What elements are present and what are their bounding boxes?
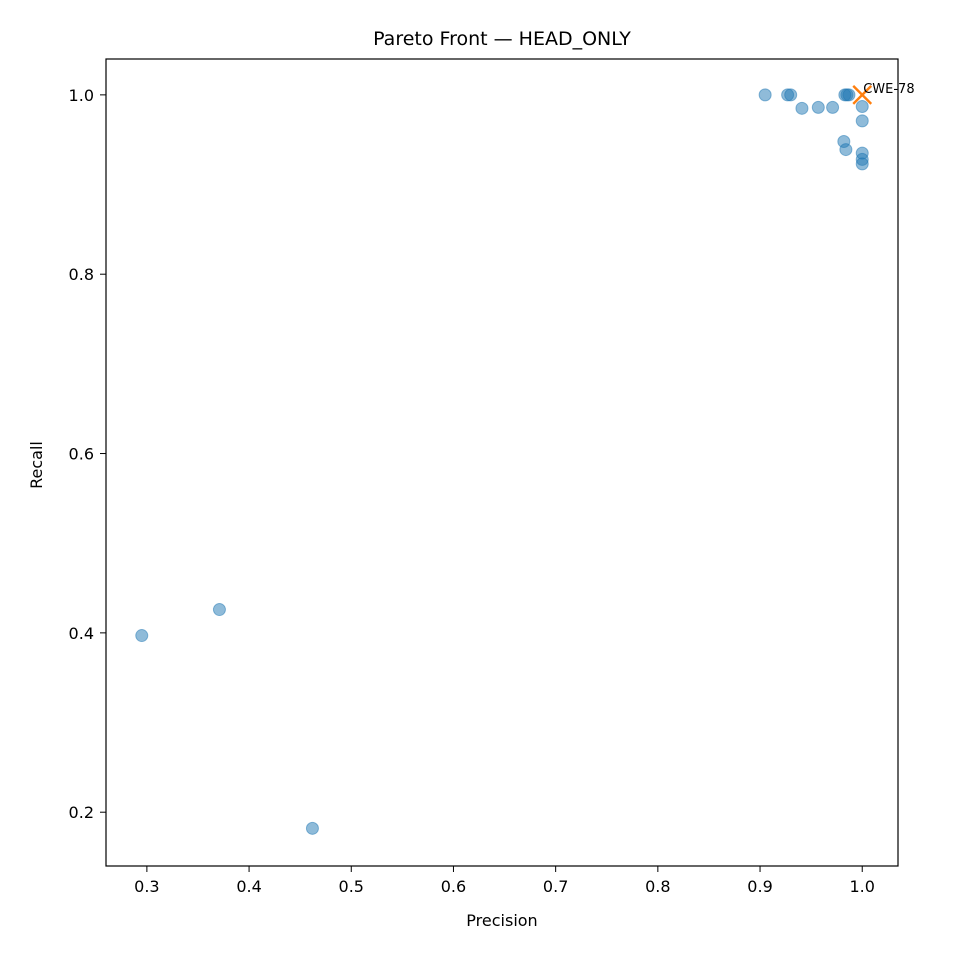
- data-point: [855, 157, 869, 171]
- points-layer: [135, 88, 869, 835]
- plot-area-frame: [105, 58, 899, 867]
- y-tick-label: 0.4: [69, 624, 94, 643]
- x-tick-label: 0.5: [339, 877, 364, 896]
- y-axis-ticks: 0.2 0.4 0.6 0.8 1.0: [69, 86, 106, 822]
- x-axis-ticks: 0.3 0.4 0.5 0.6 0.7 0.8 0.9 1.0: [134, 866, 875, 896]
- data-point: [135, 629, 149, 643]
- data-point: [855, 100, 869, 114]
- highlight-x-marker: [852, 85, 873, 105]
- y-tick-label: 0.8: [69, 265, 94, 284]
- data-point: [795, 101, 809, 115]
- x-axis-label: Precision: [466, 911, 537, 930]
- data-point: [811, 100, 825, 114]
- data-point: [212, 603, 226, 617]
- highlight-layer: CWE-78: [852, 82, 915, 105]
- y-tick-label: 0.2: [69, 803, 94, 822]
- data-point: [758, 88, 772, 102]
- data-point: [839, 143, 853, 157]
- highlight-annotation: CWE-78: [863, 82, 914, 97]
- data-point: [855, 114, 869, 128]
- data-point: [305, 821, 319, 835]
- x-tick-label: 0.3: [134, 877, 159, 896]
- y-axis-label: Recall: [27, 441, 46, 489]
- x-tick-label: 0.9: [747, 877, 772, 896]
- chart-title: Pareto Front — HEAD_ONLY: [373, 28, 631, 50]
- x-tick-label: 1.0: [850, 877, 875, 896]
- x-tick-label: 0.6: [441, 877, 466, 896]
- data-point: [826, 100, 840, 114]
- data-point: [784, 88, 798, 102]
- x-tick-label: 0.7: [543, 877, 568, 896]
- y-tick-label: 1.0: [69, 86, 94, 105]
- y-tick-label: 0.6: [69, 445, 94, 464]
- x-tick-label: 0.4: [236, 877, 261, 896]
- x-tick-label: 0.8: [645, 877, 670, 896]
- data-point: [842, 88, 856, 102]
